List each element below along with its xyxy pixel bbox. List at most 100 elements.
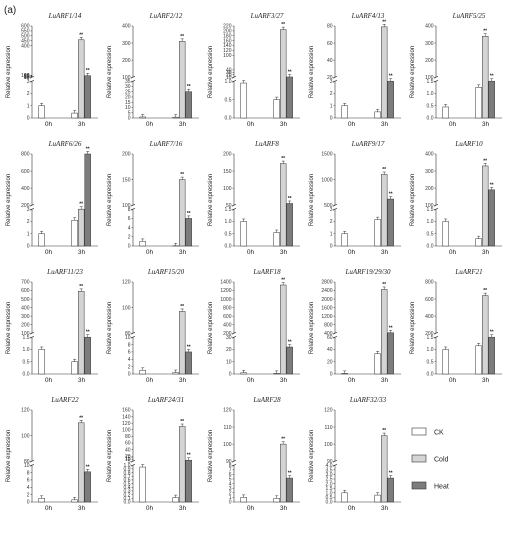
bar-ck-3h xyxy=(475,238,482,247)
y-tick-label: 2000 xyxy=(321,297,332,303)
bar-cold-3h xyxy=(381,435,388,503)
y-tick-label: 400 xyxy=(21,43,30,49)
y-tick-label: 0.0 xyxy=(326,500,333,506)
chart-luarf32-33: LuARF32/33 Relative expression 0.00.51.01.… xyxy=(309,396,401,512)
bar-cold-3h xyxy=(482,295,489,375)
y-tick-label: 550 xyxy=(21,29,30,35)
y-tick-label: 400 xyxy=(324,331,333,337)
bar-ck-3h xyxy=(475,345,482,375)
y-tick-label: 400 xyxy=(122,24,131,30)
y-tick-label: 0.2 xyxy=(124,492,131,498)
y-tick-label: 2.0 xyxy=(326,481,333,487)
y-tick-label: 1 xyxy=(330,103,333,109)
y-tick-label: 20 xyxy=(125,454,131,460)
bar-ck-0h xyxy=(341,492,348,503)
bar-ck-3h xyxy=(172,372,179,375)
chart-title: LuARF19/29/30 xyxy=(344,268,391,276)
y-tick-label: 4 xyxy=(128,225,131,231)
bar-cold-3h xyxy=(280,29,287,119)
y-tick-label: 0.0 xyxy=(427,116,434,122)
y-tick-label: 1.0 xyxy=(225,219,232,225)
y-tick-label: 20 xyxy=(226,347,232,353)
y-tick-label: 0 xyxy=(229,372,232,378)
y-tick-label: 3.0 xyxy=(326,472,333,478)
y-tick-label: 80 xyxy=(24,459,30,465)
y-tick-label: 2 xyxy=(229,491,232,497)
y-axis-label: Relative expression xyxy=(107,430,113,482)
chart-title: LuARF10 xyxy=(454,140,483,148)
significance-label: ** xyxy=(79,202,83,208)
y-tick-label: 60 xyxy=(327,335,333,341)
y-tick-label: 600 xyxy=(21,169,30,175)
bar-ck-3h xyxy=(374,219,381,247)
y-tick-label: 120 xyxy=(122,280,131,286)
significance-label: ** xyxy=(483,29,487,35)
y-tick-label: 2 xyxy=(330,91,333,97)
bar-ck-0h xyxy=(139,116,146,119)
bar-ck-0h xyxy=(442,106,449,119)
y-tick-label: 1200 xyxy=(321,314,332,320)
y-tick-label: 2 xyxy=(27,492,30,498)
y-axis-label: Relative expression xyxy=(309,302,315,354)
y-tick-label: 150 xyxy=(122,177,131,183)
significance-label: ** xyxy=(281,22,285,28)
bar-heat-3h xyxy=(286,346,293,375)
x-tick-label: 3h xyxy=(78,377,86,384)
y-tick-label: 100 xyxy=(122,305,131,311)
y-tick-label: 1.5 xyxy=(326,486,333,492)
y-tick-label: 35 xyxy=(125,79,131,85)
y-tick-label: 90 xyxy=(24,74,30,80)
y-tick-label: 120 xyxy=(324,408,333,414)
y-tick-label: 100 xyxy=(223,186,232,192)
y-tick-label: 0.0 xyxy=(427,372,434,378)
bar-ck-3h xyxy=(374,111,381,119)
y-tick-label: 80 xyxy=(125,331,131,337)
x-tick-label: 3h xyxy=(179,377,187,384)
y-tick-label: 800 xyxy=(425,280,434,286)
x-tick-label: 0h xyxy=(45,505,53,512)
x-tick-label: 3h xyxy=(78,505,86,512)
significance-label: ** xyxy=(483,288,487,294)
bar-ck-3h xyxy=(374,353,381,375)
y-tick-label: 0.5 xyxy=(427,359,434,365)
x-tick-label: 0h xyxy=(247,121,255,128)
bar-cold-3h xyxy=(78,291,85,375)
y-tick-label: 220 xyxy=(223,24,232,30)
bar-ck-3h xyxy=(475,87,482,119)
significance-label: ** xyxy=(389,325,393,331)
y-tick-label: 0.0 xyxy=(225,244,232,250)
y-tick-label: 3 xyxy=(330,207,333,213)
significance-label: ** xyxy=(382,19,386,25)
significance-label: ** xyxy=(86,330,90,336)
chart-title: LuARF4/13 xyxy=(351,12,385,20)
y-tick-label: 400 xyxy=(425,152,434,158)
chart-luarf5-25: LuARF5/25 Relative expression 0.0 0.5 1.0 1.5… xyxy=(410,12,502,128)
y-tick-label: 30 xyxy=(226,70,232,76)
x-tick-label: 0h xyxy=(449,249,457,256)
y-tick-label: 2400 xyxy=(321,288,332,294)
y-tick-label: 600 xyxy=(21,24,30,30)
y-tick-label: 100 xyxy=(21,433,30,439)
y-tick-label: 4 xyxy=(27,485,30,491)
significance-label: ** xyxy=(180,172,184,178)
bar-ck-0h xyxy=(38,105,45,119)
x-tick-label: 0h xyxy=(45,377,53,384)
y-tick-label: 2 xyxy=(330,219,333,225)
y-tick-label: 2.5 xyxy=(326,477,333,483)
y-tick-label: 1200 xyxy=(220,288,231,294)
y-tick-label: 200 xyxy=(425,58,434,64)
y-tick-label: 40 xyxy=(125,447,131,453)
y-axis-label: Relative expression xyxy=(410,46,416,98)
y-tick-label: 400 xyxy=(21,305,30,311)
bar-ck-3h xyxy=(71,219,78,247)
bar-cold-3h xyxy=(179,311,186,375)
chart-luarf11-23: LuARF11/23 Relative expression 0.0 0.5 1.0 1.… xyxy=(6,268,98,384)
significance-label: ** xyxy=(187,211,191,217)
y-tick-label: 300 xyxy=(425,169,434,175)
y-tick-label: 0.3 xyxy=(124,489,131,495)
y-tick-label: 3 xyxy=(27,207,30,213)
y-tick-label: 0.5 xyxy=(23,359,30,365)
significance-label: ** xyxy=(86,147,90,153)
